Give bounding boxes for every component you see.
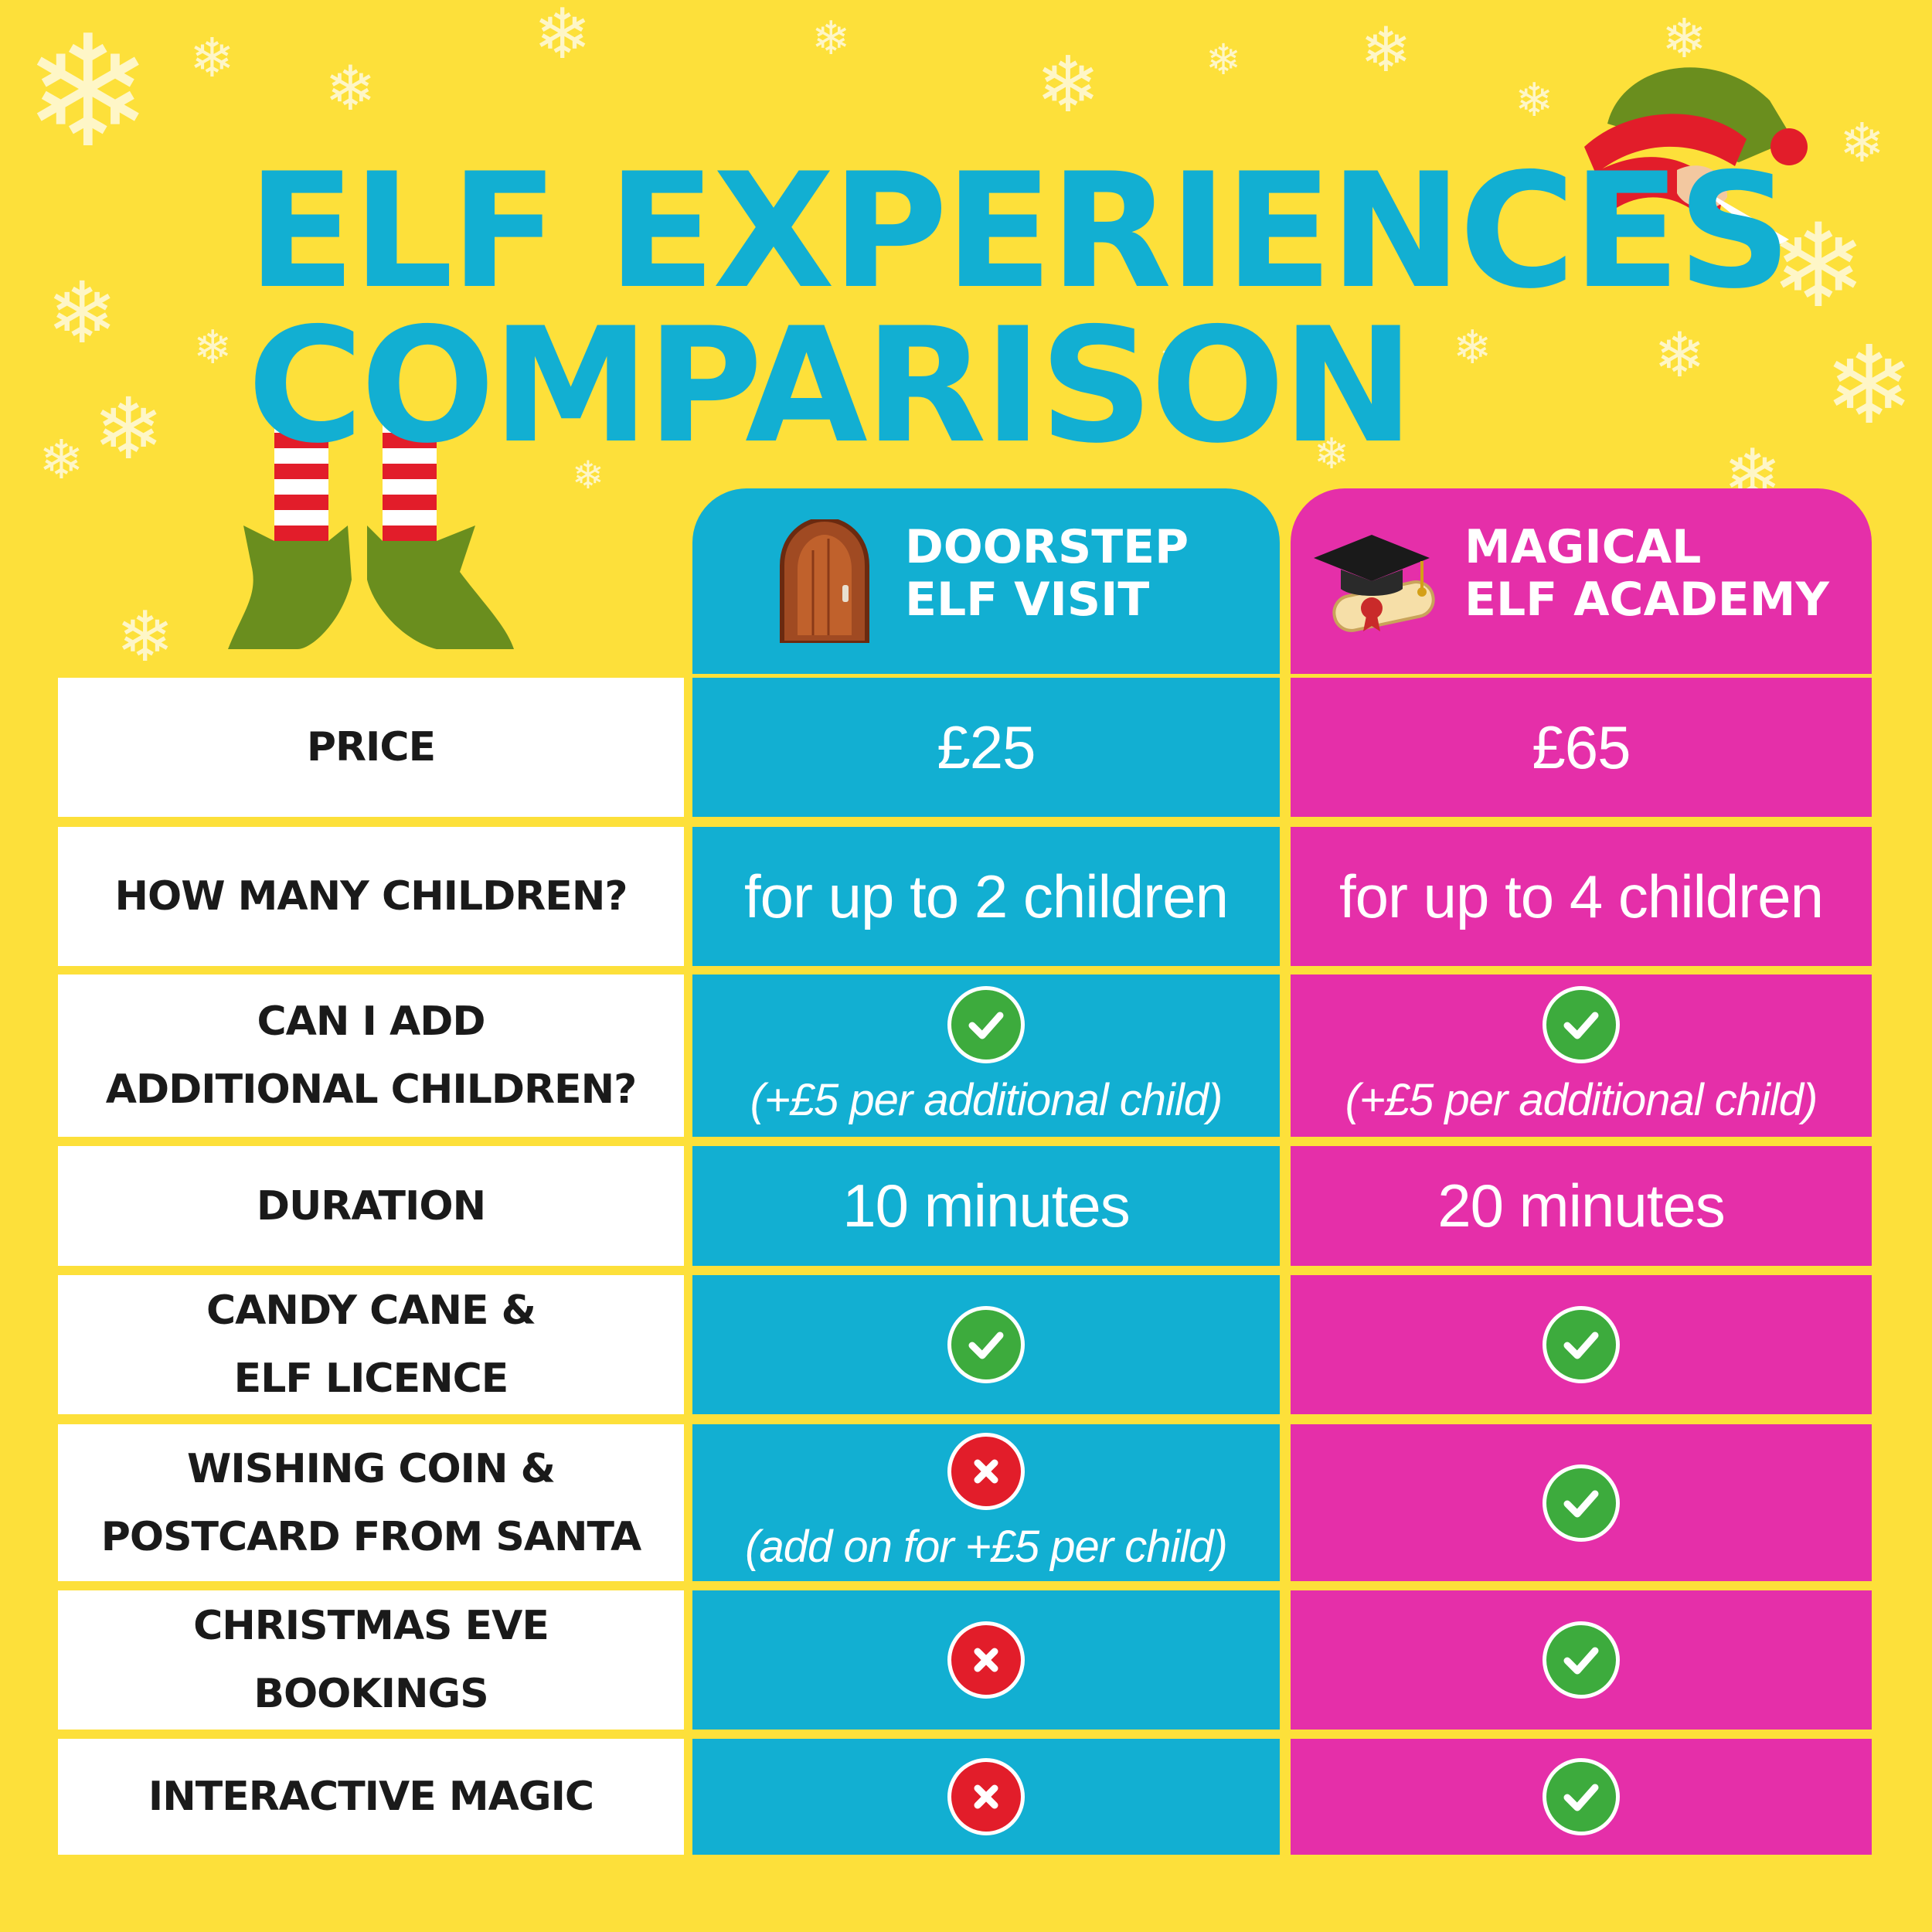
snowflake-icon: ❄ <box>1314 429 1350 478</box>
check-icon <box>1543 985 1620 1063</box>
snowflake-icon: ❄ <box>1515 73 1554 128</box>
table-row-interactive-magic: INTERACTIVE MAGIC <box>58 1739 1872 1855</box>
row-label: INTERACTIVE MAGIC <box>58 1739 684 1855</box>
academy-cell <box>1291 1590 1872 1730</box>
cross-icon <box>947 1621 1025 1699</box>
snowflake-icon: ❄ <box>1036 39 1100 130</box>
table-row-additional-children: CAN I ADD ADDITIONAL CHILDREN? (+£5 per … <box>58 975 1872 1137</box>
snowflake-icon: ❄ <box>1824 323 1915 449</box>
doorstep-cell <box>692 1590 1280 1730</box>
snowflake-icon: ❄ <box>1159 337 1192 382</box>
check-icon <box>947 1306 1025 1383</box>
academy-cell: (+£5 per additional child) <box>1291 975 1872 1137</box>
page-title: ELF EXPERIENCES COMPARISON <box>247 140 1791 478</box>
snowflake-icon: ❄ <box>1453 321 1492 375</box>
snowflake-icon: ❄ <box>1206 35 1242 84</box>
snowflake-icon: ❄ <box>116 597 175 678</box>
academy-cell <box>1291 1424 1872 1581</box>
table-row-wishing-coin: WISHING COIN & POSTCARD FROM SANTA (add … <box>58 1424 1872 1581</box>
check-icon <box>947 985 1025 1063</box>
snowflake-icon: ❄ <box>572 453 604 498</box>
title-line-2: COMPARISON <box>247 294 1414 478</box>
table-row-price: PRICE £25 £65 <box>58 678 1872 817</box>
academy-price: £65 <box>1532 713 1631 781</box>
row-label: CAN I ADD ADDITIONAL CHILDREN? <box>58 975 684 1137</box>
row-label: DURATION <box>58 1146 684 1266</box>
doorstep-price: £25 <box>937 713 1036 781</box>
academy-duration: 20 minutes <box>1437 1172 1726 1240</box>
snowflake-icon: ❄ <box>325 53 377 124</box>
elf-hat-icon <box>1584 67 1808 247</box>
academy-children: for up to 4 children <box>1338 862 1824 930</box>
check-icon <box>1543 1464 1620 1542</box>
column-header-doorstep: DOORSTEP ELF VISIT <box>692 488 1280 674</box>
doorstep-cell: for up to 2 children <box>692 827 1280 966</box>
check-icon <box>1543 1758 1620 1835</box>
snowflake-icon: ❄ <box>811 12 851 66</box>
elf-legs-icon <box>228 425 514 649</box>
table-row-christmas-eve: CHRISTMAS EVE BOOKINGS <box>58 1590 1872 1730</box>
doorstep-note: (add on for +£5 per child) <box>745 1522 1228 1572</box>
academy-cell: for up to 4 children <box>1291 827 1872 966</box>
doorstep-children: for up to 2 children <box>743 862 1229 930</box>
column-header-academy: MAGICAL ELF ACADEMY <box>1291 488 1872 674</box>
door-icon <box>780 519 869 643</box>
cross-icon <box>947 1433 1025 1510</box>
snowflake-icon: ❄ <box>23 2 153 182</box>
doorstep-duration: 10 minutes <box>842 1172 1131 1240</box>
row-label: CANDY CANE & ELF LICENCE <box>58 1275 684 1414</box>
doorstep-cell: (add on for +£5 per child) <box>692 1424 1280 1581</box>
academy-cell <box>1291 1739 1872 1855</box>
snowflake-icon: ❄ <box>189 26 235 90</box>
snowflake-icon: ❄ <box>93 379 165 478</box>
row-label: PRICE <box>58 678 684 817</box>
doorstep-note: (+£5 per additional child) <box>750 1074 1223 1125</box>
check-icon <box>1543 1621 1620 1699</box>
title-line-1: ELF EXPERIENCES <box>247 140 1791 324</box>
row-label: CHRISTMAS EVE BOOKINGS <box>58 1590 684 1730</box>
snowflake-icon: ❄ <box>533 0 592 75</box>
doorstep-cell <box>692 1739 1280 1855</box>
snowflake-icon: ❄ <box>1770 199 1867 334</box>
academy-note: (+£5 per additional child) <box>1345 1074 1818 1125</box>
snowflake-icon: ❄ <box>46 264 118 362</box>
snowflake-icon: ❄ <box>1662 7 1707 70</box>
cross-icon <box>947 1758 1025 1835</box>
snowflake-icon: ❄ <box>39 428 84 492</box>
academy-cell: 20 minutes <box>1291 1146 1872 1266</box>
snowflake-icon: ❄ <box>1839 111 1885 175</box>
table-row-duration: DURATION 10 minutes 20 minutes <box>58 1146 1872 1266</box>
check-icon <box>1543 1306 1620 1383</box>
table-row-candy-cane: CANDY CANE & ELF LICENCE <box>58 1275 1872 1414</box>
academy-cell: £65 <box>1291 678 1872 817</box>
column-label-doorstep: DOORSTEP ELF VISIT <box>905 520 1189 627</box>
row-label: HOW MANY CHILDREN? <box>58 827 684 966</box>
doorstep-cell: 10 minutes <box>692 1146 1280 1266</box>
graduation-cap-icon <box>1314 535 1435 632</box>
doorstep-cell <box>692 1275 1280 1414</box>
academy-cell <box>1291 1275 1872 1414</box>
snowflake-icon: ❄ <box>1360 14 1413 86</box>
snowflake-icon: ❄ <box>1654 319 1706 391</box>
column-label-academy: MAGICAL ELF ACADEMY <box>1464 520 1829 627</box>
snowflake-icon: ❄ <box>193 321 233 375</box>
doorstep-cell: £25 <box>692 678 1280 817</box>
doorstep-cell: (+£5 per additional child) <box>692 975 1280 1137</box>
table-row-children: HOW MANY CHILDREN? for up to 2 children … <box>58 827 1872 966</box>
row-label: WISHING COIN & POSTCARD FROM SANTA <box>58 1424 684 1581</box>
